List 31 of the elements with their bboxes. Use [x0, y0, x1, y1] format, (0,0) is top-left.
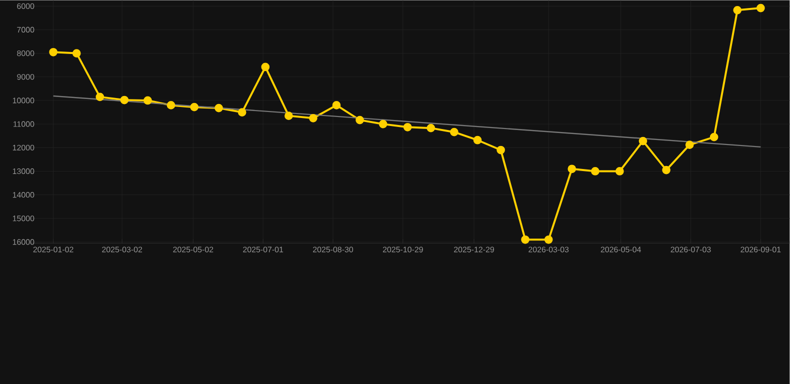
point [120, 96, 129, 104]
point [284, 112, 293, 120]
point [96, 92, 104, 102]
point [473, 136, 482, 144]
point [426, 124, 436, 132]
point [378, 120, 388, 128]
point [403, 122, 412, 132]
point [356, 116, 364, 124]
point [662, 166, 670, 174]
point [214, 104, 223, 112]
point [238, 108, 246, 116]
point [521, 235, 530, 244]
point [166, 100, 176, 110]
point [615, 166, 624, 176]
point [733, 6, 742, 14]
point [685, 140, 694, 149]
point [568, 164, 576, 173]
point [638, 136, 648, 146]
point [72, 49, 81, 58]
point [308, 114, 318, 122]
point [544, 235, 553, 244]
point [710, 132, 718, 142]
point [144, 96, 152, 105]
point [190, 102, 198, 112]
point [496, 146, 505, 154]
point [756, 4, 765, 12]
point [591, 166, 600, 176]
point [450, 128, 458, 136]
point [261, 62, 270, 72]
point [49, 48, 58, 56]
point [332, 100, 341, 110]
